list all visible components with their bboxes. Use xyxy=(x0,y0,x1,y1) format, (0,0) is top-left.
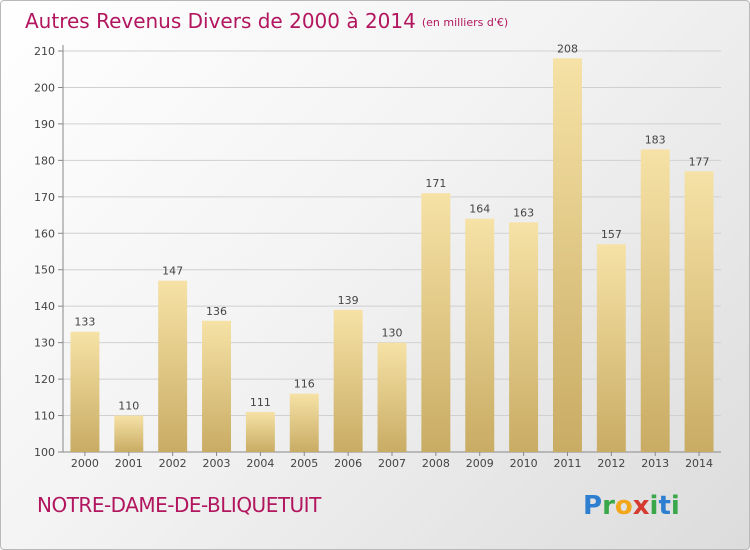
x-tick-label-2009: 2009 xyxy=(466,457,494,470)
x-tick-label-2013: 2013 xyxy=(641,457,669,470)
title-text: Autres Revenus Divers de 2000 à 2014 xyxy=(25,9,416,33)
value-label-2009: 164 xyxy=(469,203,490,216)
y-tick-label: 210 xyxy=(34,45,55,58)
value-label-2013: 183 xyxy=(645,133,666,146)
x-tick-label-2010: 2010 xyxy=(510,457,538,470)
y-tick-label: 140 xyxy=(34,300,55,313)
bars xyxy=(70,58,714,453)
bar-2000 xyxy=(70,331,100,452)
bar-2012 xyxy=(596,244,626,452)
x-tick-label-2008: 2008 xyxy=(422,457,450,470)
value-label-2007: 130 xyxy=(382,327,403,340)
x-tick-label-2000: 2000 xyxy=(71,457,99,470)
y-tick-label: 190 xyxy=(34,118,55,131)
x-tick-label-2014: 2014 xyxy=(685,457,713,470)
y-tick-label: 150 xyxy=(34,264,55,277)
value-label-2011: 208 xyxy=(557,42,578,55)
bar-2007 xyxy=(377,342,407,452)
x-tick-label-2002: 2002 xyxy=(159,457,187,470)
y-tick-label: 120 xyxy=(34,373,55,386)
bar-2003 xyxy=(202,320,232,452)
y-tick-label: 200 xyxy=(34,81,55,94)
y-tick-label: 110 xyxy=(34,410,55,423)
value-label-2000: 133 xyxy=(74,316,95,329)
bar-2006 xyxy=(333,309,363,452)
bar-2004 xyxy=(245,411,275,452)
bar-2001 xyxy=(114,415,144,452)
value-label-2006: 139 xyxy=(338,294,359,307)
y-tick-label: 180 xyxy=(34,154,55,167)
bar-2002 xyxy=(158,280,188,452)
x-tick-label-2006: 2006 xyxy=(334,457,362,470)
x-tick-label-2011: 2011 xyxy=(553,457,581,470)
x-tick-label-2012: 2012 xyxy=(597,457,625,470)
bar-2005 xyxy=(289,393,319,452)
bar-2014 xyxy=(684,171,714,453)
value-label-2002: 147 xyxy=(162,265,183,278)
y-tick-label: 100 xyxy=(34,446,55,459)
x-tick-label-2001: 2001 xyxy=(115,457,143,470)
value-label-2004: 111 xyxy=(250,396,271,409)
y-tick-label: 130 xyxy=(34,337,55,350)
value-label-2010: 163 xyxy=(513,206,534,219)
chart-title: Autres Revenus Divers de 2000 à 2014 (en … xyxy=(25,9,508,33)
place-name: NOTRE-DAME-DE-BLIQUETUIT xyxy=(37,493,321,517)
bar-2013 xyxy=(640,149,670,452)
labels: 133 110 147 136 111 116 139 130 171 164 163 208 157 1… xyxy=(74,42,709,412)
bar-2008 xyxy=(421,193,451,452)
y-tick-label: 160 xyxy=(34,227,55,240)
value-label-2012: 157 xyxy=(601,228,622,241)
x-tick-label-2004: 2004 xyxy=(246,457,274,470)
bar-2009 xyxy=(465,218,495,452)
value-label-2008: 171 xyxy=(425,177,446,190)
bar-2010 xyxy=(509,222,539,452)
value-label-2014: 177 xyxy=(689,155,710,168)
y-tick-label: 170 xyxy=(34,191,55,204)
value-label-2005: 116 xyxy=(294,378,315,391)
x-tick-label-2007: 2007 xyxy=(378,457,406,470)
bar-2011 xyxy=(552,58,582,453)
x-tick-label-2005: 2005 xyxy=(290,457,318,470)
value-label-2001: 110 xyxy=(118,400,139,413)
proxiti-logo[interactable]: Proxiti xyxy=(583,491,680,521)
x-tick-label-2003: 2003 xyxy=(203,457,231,470)
value-label-2003: 136 xyxy=(206,305,227,318)
chart-subtitle: (en milliers d'€) xyxy=(421,16,509,29)
